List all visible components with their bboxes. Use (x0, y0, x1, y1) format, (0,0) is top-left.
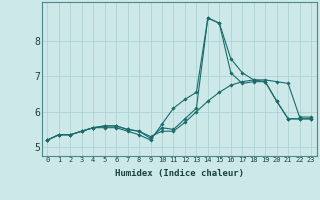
X-axis label: Humidex (Indice chaleur): Humidex (Indice chaleur) (115, 169, 244, 178)
